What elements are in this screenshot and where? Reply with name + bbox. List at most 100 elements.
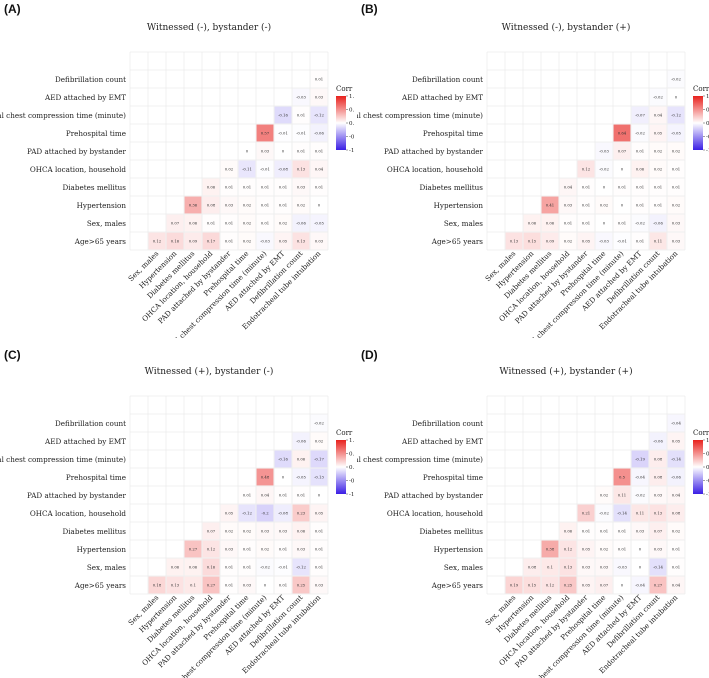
heatmap-cell	[649, 232, 667, 250]
legend-tick-label: 1.0	[706, 438, 709, 444]
heatmap-cell	[649, 178, 667, 196]
heatmap-cell	[577, 160, 595, 178]
cell-value-label: 0.13	[297, 167, 306, 172]
cell-value-label: -0.17	[314, 457, 324, 462]
cell-value-label: 0.04	[654, 113, 663, 118]
heatmap-cell	[649, 450, 667, 468]
cell-value-label: -0.2	[261, 511, 269, 516]
heatmap-cell	[631, 142, 649, 160]
cell-value-label: 0.05	[582, 583, 591, 588]
cell-value-label: 0.02	[600, 493, 609, 498]
cell-value-label: 0	[603, 221, 606, 226]
heatmap-cell	[310, 160, 328, 178]
cell-value-label: -0.06	[671, 475, 681, 480]
heatmap-cell	[202, 522, 220, 540]
cell-value-label: 0.08	[654, 475, 663, 480]
cell-value-label: 0.02	[261, 547, 270, 552]
cell-value-label: 0.04	[672, 493, 681, 498]
grid-lines	[486, 51, 686, 251]
cell-value-label: 0.01	[672, 565, 680, 570]
cell-value-label: 0.03	[315, 583, 324, 588]
heatmap-cell	[256, 558, 274, 576]
cell-value-label: 0.12	[546, 583, 555, 588]
heatmap-cell	[559, 540, 577, 558]
cell-value-label: 0.41	[546, 203, 554, 208]
cell-value-label: -0.02	[653, 95, 663, 100]
heatmap-cell	[292, 576, 310, 594]
cell-value-label: 0.36	[189, 203, 198, 208]
heatmap-cell	[595, 196, 613, 214]
heatmap-cell	[667, 232, 685, 250]
cell-value-label: 0.16	[207, 565, 216, 570]
heatmap-cell	[595, 214, 613, 232]
cell-value-label: -0.01	[296, 131, 306, 136]
heatmap-cell	[238, 214, 256, 232]
y-tick-label: Age>65 years	[74, 581, 127, 590]
cell-value-label: 0.04	[261, 493, 270, 498]
heatmap-cell	[310, 576, 328, 594]
cell-value-label: 0.01	[315, 547, 323, 552]
cell-value-label: 0.03	[600, 565, 609, 570]
cell-value-label: -0.03	[296, 95, 306, 100]
cell-value-label: 0.01	[243, 493, 251, 498]
heatmap-cell	[541, 540, 559, 558]
heatmap-cell	[595, 558, 613, 576]
heatmap-cell	[238, 178, 256, 196]
heatmap-cell	[595, 576, 613, 594]
heatmap-cell	[667, 468, 685, 486]
cell-value-label: 0.01	[315, 565, 323, 570]
y-tick-label: OHCA location, household	[387, 509, 484, 518]
cell-value-label: 0.01	[564, 221, 572, 226]
cell-value-label: 0.05	[582, 239, 591, 244]
heatmap-cell	[292, 522, 310, 540]
heatmap-cell	[505, 232, 523, 250]
heatmap-cell	[631, 106, 649, 124]
legend-tick-label: 0.5	[706, 452, 709, 458]
panel-title: Witnessed (-), bystander (+)	[502, 22, 631, 33]
panel-a-label: (A)	[4, 2, 21, 16]
heatmap-cell	[292, 124, 310, 142]
cell-value-label: -0.02	[599, 511, 609, 516]
heatmap-cell	[667, 214, 685, 232]
heatmap-cell	[220, 232, 238, 250]
cell-value-label: -0.03	[599, 239, 609, 244]
heatmap-cell	[238, 232, 256, 250]
legend-tick-label: -0.5	[349, 135, 354, 141]
cell-value-label: -0.08	[278, 167, 288, 172]
heatmap-cell	[559, 558, 577, 576]
cell-value-label: 0.25	[564, 583, 573, 588]
heatmap-cell	[613, 124, 631, 142]
heatmap-cell	[292, 142, 310, 160]
y-tick-label: OHCA location, household	[387, 165, 484, 174]
heatmap-cell	[292, 468, 310, 486]
cell-value-label: -0.03	[617, 565, 627, 570]
y-tick-label: Hypertension	[434, 201, 484, 210]
cell-value-label: 0.08	[528, 565, 537, 570]
heatmap-cell	[667, 486, 685, 504]
panel-title: Witnessed (+), bystander (+)	[499, 366, 632, 377]
cell-value-label: 0.02	[672, 149, 681, 154]
heatmap-cell	[667, 540, 685, 558]
heatmap-cell	[274, 142, 292, 160]
cell-value-label: 0.01	[636, 185, 644, 190]
heatmap-cell	[256, 232, 274, 250]
heatmap-cell	[184, 232, 202, 250]
cell-value-label: 0.27	[189, 547, 198, 552]
y-tick-label: Prehospital time	[423, 473, 483, 482]
grid-lines	[129, 51, 329, 251]
heatmap-cell	[274, 576, 292, 594]
cell-value-label: -0.06	[653, 221, 663, 226]
heatmap-cell	[595, 540, 613, 558]
heatmap-cell	[202, 558, 220, 576]
heatmap-cell	[613, 160, 631, 178]
cell-value-label: 0.05	[672, 439, 681, 444]
heatmap-cell	[667, 450, 685, 468]
heatmap-cells: 0.12 0.16 0.07 0.09 0.06 0.36 0.17 0.01 0.08 0.06…	[148, 70, 328, 250]
cell-value-label: 0.01	[672, 167, 680, 172]
cell-value-label: 0.03	[243, 583, 252, 588]
legend-tick-label: 0.0	[349, 465, 354, 471]
heatmap-cell	[613, 576, 631, 594]
cell-value-label: 0.05	[279, 239, 288, 244]
heatmap-cell	[631, 232, 649, 250]
